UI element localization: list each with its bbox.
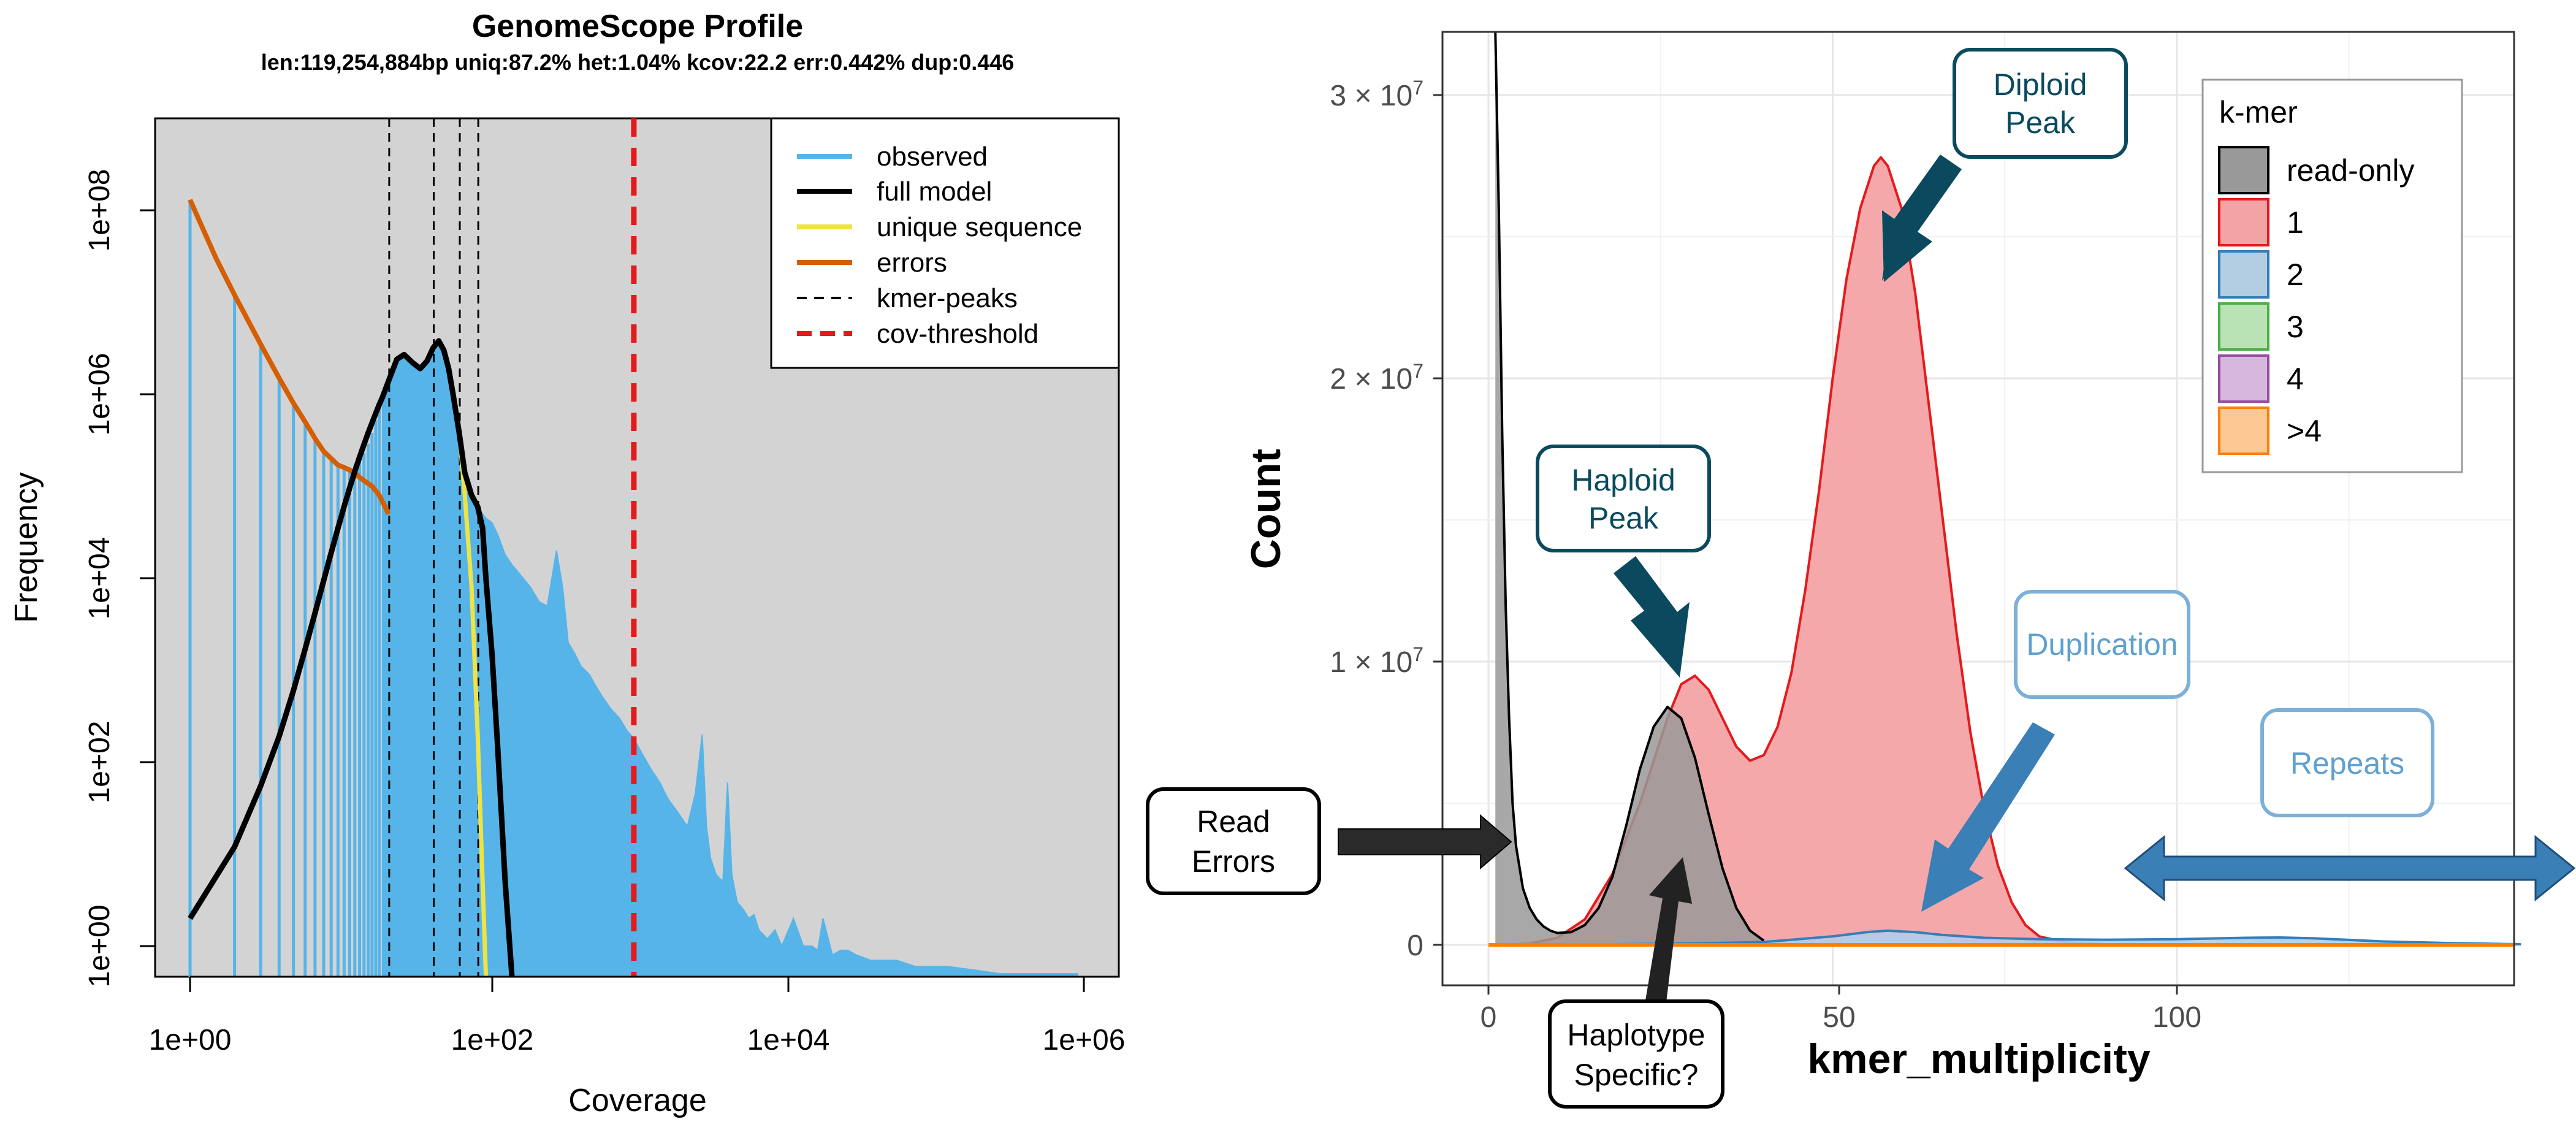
y-tick-label: 3 × 107 xyxy=(1330,77,1423,112)
y-axis-label: Frequency xyxy=(9,472,44,623)
legend-label: cov-threshold xyxy=(877,319,1038,349)
x-tick-label: 1e+06 xyxy=(1043,1024,1126,1056)
line-2 xyxy=(1557,929,2521,946)
legend-swatch-1 xyxy=(2218,198,2269,246)
plot-border xyxy=(1441,31,2515,987)
chart-title: GenomeScope Profile xyxy=(472,9,803,44)
legend-label: >4 xyxy=(2287,414,2322,448)
arrow-duplication xyxy=(1921,722,2055,912)
legend-label: kmer-peaks xyxy=(877,283,1018,313)
annotation-text: Peak xyxy=(1588,501,1659,535)
annotation-text: Haploid xyxy=(1571,463,1675,497)
y-tick-label: 1e+02 xyxy=(83,721,116,804)
legend-label: 2 xyxy=(2287,258,2304,292)
arrow-repeats xyxy=(2124,834,2576,902)
y-tick-label: 1e+04 xyxy=(83,537,116,620)
annotation-text: Duplication xyxy=(2026,627,2178,662)
y-tick-label: 1e+06 xyxy=(83,353,116,436)
annotation-text: Diploid xyxy=(1994,67,2087,102)
chart-subtitle: len:119,254,884bp uniq:87.2% het:1.04% k… xyxy=(261,50,1015,75)
legend-label: unique sequence xyxy=(877,212,1082,242)
annotation-text: Haplotype xyxy=(1567,1018,1705,1052)
legend-swatch-3 xyxy=(2218,302,2269,351)
x-tick-label: 1e+04 xyxy=(747,1024,830,1056)
y-tick-label: 0 xyxy=(1407,930,1423,962)
x-tick-label: 1e+00 xyxy=(149,1024,232,1056)
legend-label: 3 xyxy=(2287,310,2304,344)
legend: k-mer read-only 1 2 3 4 >4 xyxy=(2201,78,2463,473)
annotation-text: Specific? xyxy=(1574,1058,1699,1092)
y-axis: 1e+00 1e+02 1e+04 1e+06 1e+08 Frequency xyxy=(9,169,156,988)
x-tick-label: 1e+02 xyxy=(451,1024,534,1056)
x-tick-label: 0 xyxy=(1480,1001,1497,1034)
y-tick-label: 1e+00 xyxy=(83,905,116,988)
annotation-haplotype-specific: Haplotype Specific? xyxy=(1548,999,1724,1109)
genomescope-panel: GenomeScope Profile len:119,254,884bp un… xyxy=(9,9,1125,1118)
legend-swatch-read-only xyxy=(2218,146,2269,194)
y-tick-label: 1e+08 xyxy=(83,169,116,252)
x-tick-label: 100 xyxy=(2152,1001,2201,1034)
legend-swatch-4 xyxy=(2218,354,2269,403)
full-model-line xyxy=(188,338,515,977)
legend-label: 4 xyxy=(2287,362,2304,396)
annotation-text: Peak xyxy=(2005,105,2076,140)
annotation-duplication: Duplication xyxy=(2014,590,2190,699)
x-axis-label: Coverage xyxy=(568,1083,706,1118)
x-tick-label: 50 xyxy=(1823,1001,1855,1034)
y-tick-label: 1 × 107 xyxy=(1330,643,1423,679)
x-axis: 1e+00 1e+02 1e+04 1e+06 Coverage xyxy=(149,976,1126,1118)
kmer-multiplicity-panel: 0 50 100 kmer_multiplicity 0 1 × 107 2 ×… xyxy=(1146,31,2576,1109)
annotation-diploid: Diploid Peak xyxy=(1953,48,2128,159)
arrow-haploid xyxy=(1614,556,1690,678)
y-axis: 0 1 × 107 2 × 107 3 × 107 Count xyxy=(1243,77,1442,962)
legend-title: k-mer xyxy=(2219,95,2298,129)
legend-label: observed xyxy=(877,142,988,172)
errors-line xyxy=(188,199,391,515)
annotation-haploid: Haploid Peak xyxy=(1536,445,1711,552)
legend-label: 1 xyxy=(2287,205,2304,240)
x-axis-label: kmer_multiplicity xyxy=(1807,1036,2150,1082)
annotation-text: Read xyxy=(1197,804,1270,839)
y-axis-label: Count xyxy=(1243,449,1289,569)
annotation-text: Repeats xyxy=(2290,746,2404,781)
legend-swatch-2 xyxy=(2218,250,2269,299)
y-tick-label: 2 × 107 xyxy=(1330,360,1423,395)
x-axis: 0 50 100 kmer_multiplicity xyxy=(1480,985,2201,1082)
annotation-read-errors: Read Errors xyxy=(1146,787,1321,895)
arrow-diploid-shaft xyxy=(1882,155,1962,282)
annotation-text: Errors xyxy=(1192,844,1275,879)
legend-swatch-gt4 xyxy=(2218,407,2269,455)
annotation-repeats: Repeats xyxy=(2260,708,2434,817)
arrow-read-errors xyxy=(1338,814,1512,870)
legend-box xyxy=(770,117,1120,369)
legend-label: errors xyxy=(877,248,947,278)
line-read-only xyxy=(1494,31,1765,942)
plot-area xyxy=(188,118,1078,977)
legend: observed full model unique sequence erro… xyxy=(770,117,1120,369)
legend-label: full model xyxy=(877,177,992,207)
area-2 xyxy=(1557,930,2521,945)
legend-label: read-only xyxy=(2287,153,2414,188)
